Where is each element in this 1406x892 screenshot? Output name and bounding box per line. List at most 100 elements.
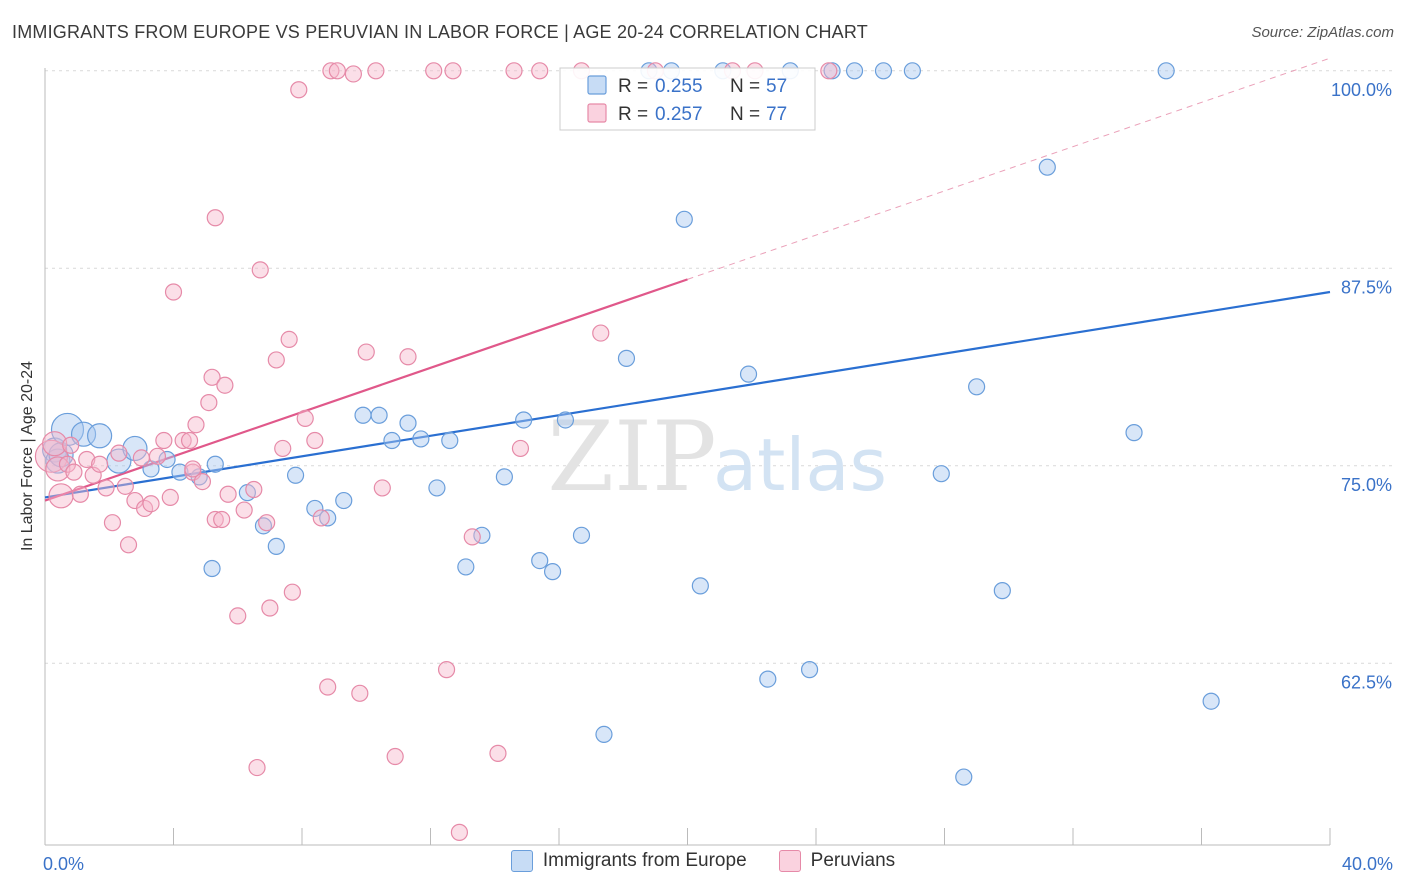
legend-swatch-europe	[510, 850, 533, 872]
legend-item-europe: Immigrants from Europe	[510, 850, 747, 872]
stats-n-label: N =	[730, 104, 760, 125]
point-europe	[515, 411, 533, 429]
point-europe	[675, 210, 693, 228]
point-peruvian	[322, 62, 340, 80]
stats-n-label: N =	[730, 76, 760, 97]
y-tick-label: 100.0%	[1331, 80, 1392, 100]
point-europe	[319, 509, 337, 527]
stats-r-value: 0.255	[655, 76, 703, 97]
stats-r-label: R =	[618, 104, 648, 125]
point-europe	[412, 430, 430, 448]
point-peruvian	[592, 324, 610, 342]
point-europe	[399, 414, 417, 432]
point-europe	[428, 479, 446, 497]
point-peruvian	[164, 283, 183, 301]
point-peruvian	[103, 514, 122, 532]
point-peruvian	[511, 439, 530, 458]
point-europe	[457, 558, 475, 576]
point-peruvian	[399, 348, 417, 366]
point-peruvian	[219, 485, 237, 503]
point-europe	[1157, 62, 1175, 80]
stats-r-value: 0.257	[655, 104, 703, 125]
point-europe	[206, 455, 224, 473]
watermark-zip: ZIP	[547, 401, 716, 513]
point-peruvian	[91, 455, 109, 473]
point-peruvian	[110, 444, 128, 462]
legend-item-peruvians: Peruvians	[778, 850, 895, 872]
point-peruvian	[62, 436, 80, 454]
x-tick-label: 40.0%	[1342, 854, 1393, 874]
point-europe	[50, 412, 85, 447]
point-europe	[543, 563, 562, 581]
point-europe	[286, 466, 305, 484]
chart-title: IMMIGRANTS FROM EUROPE VS PERUVIAN IN LA…	[12, 22, 868, 42]
point-peruvian	[213, 510, 231, 529]
point-europe	[306, 499, 324, 518]
point-europe	[556, 411, 575, 429]
point-europe	[531, 551, 549, 570]
stats-swatch	[587, 75, 607, 95]
trend-line	[44, 290, 1331, 499]
point-peruvian	[450, 823, 469, 841]
point-peruvian	[116, 477, 134, 495]
point-europe	[122, 435, 148, 462]
point-europe	[903, 62, 921, 80]
point-peruvian	[203, 368, 221, 386]
point-europe	[354, 406, 372, 424]
point-peruvian	[489, 744, 507, 762]
point-peruvian	[200, 394, 218, 412]
point-europe	[267, 537, 285, 555]
stats-swatch	[587, 103, 607, 123]
point-europe	[572, 526, 591, 544]
trend-lines	[44, 57, 1331, 502]
point-peruvian	[283, 583, 301, 601]
point-peruvian	[290, 81, 308, 99]
x-tick-label: 0.0%	[43, 854, 84, 874]
point-europe	[158, 450, 176, 469]
point-peruvian	[161, 488, 179, 506]
watermark: ZIP atlas	[547, 401, 887, 513]
point-europe	[739, 365, 758, 383]
point-peruvian	[328, 62, 346, 80]
point-peruvian	[444, 62, 462, 80]
point-peruvian	[48, 483, 74, 509]
point-peruvian	[65, 463, 83, 481]
y-tick-label: 87.5%	[1341, 277, 1392, 297]
watermark-atlas: atlas	[713, 423, 887, 507]
point-peruvian	[180, 431, 199, 450]
point-peruvian	[229, 607, 247, 625]
stats-n-value: 77	[766, 104, 787, 125]
point-europe	[1038, 158, 1056, 176]
point-peruvian	[261, 599, 279, 617]
point-peruvian	[258, 514, 276, 532]
point-peruvian	[42, 431, 68, 457]
point-europe	[617, 349, 636, 367]
point-peruvian	[174, 431, 192, 450]
point-europe	[800, 661, 819, 679]
point-peruvian	[437, 661, 456, 679]
legend-swatch-peruvians	[778, 850, 801, 872]
point-peruvian	[274, 439, 292, 458]
point-peruvian	[367, 62, 385, 80]
point-europe	[335, 491, 353, 510]
point-peruvian	[187, 416, 205, 434]
point-peruvian	[344, 65, 362, 83]
point-peruvian	[206, 510, 224, 529]
point-europe	[495, 468, 513, 486]
stats-legend-box: R = 0.255 N = 57 R = 0.257 N = 77	[559, 67, 816, 131]
tick-labels: 62.5% 75.0% 87.5% 100.0% 0.0% 40.0%	[43, 80, 1393, 874]
trend-line	[44, 278, 688, 502]
point-peruvian	[463, 528, 481, 546]
trend-line-extension	[687, 57, 1331, 280]
point-peruvian	[132, 449, 150, 467]
point-europe	[955, 768, 973, 786]
point-peruvian	[296, 409, 314, 427]
point-peruvian	[206, 209, 224, 227]
stats-n-value: 57	[766, 76, 787, 97]
point-peruvian	[312, 509, 330, 527]
point-europe	[759, 670, 777, 688]
point-peruvian	[531, 62, 549, 80]
point-europe	[254, 517, 273, 535]
y-tick-label: 75.0%	[1341, 475, 1392, 495]
